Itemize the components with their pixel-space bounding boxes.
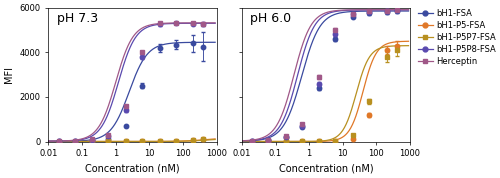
Text: pH 6.0: pH 6.0 <box>250 12 292 25</box>
Text: pH 7.3: pH 7.3 <box>57 12 98 25</box>
Legend: bH1-FSA, bH1-P5-FSA, bH1-P5P7-FSA, bH1-P5P8-FSA, Herceptin: bH1-FSA, bH1-P5-FSA, bH1-P5P7-FSA, bH1-P… <box>418 9 496 66</box>
X-axis label: Concentration (nM): Concentration (nM) <box>86 164 180 174</box>
X-axis label: Concentration (nM): Concentration (nM) <box>278 164 374 174</box>
Y-axis label: MFI: MFI <box>4 66 14 83</box>
